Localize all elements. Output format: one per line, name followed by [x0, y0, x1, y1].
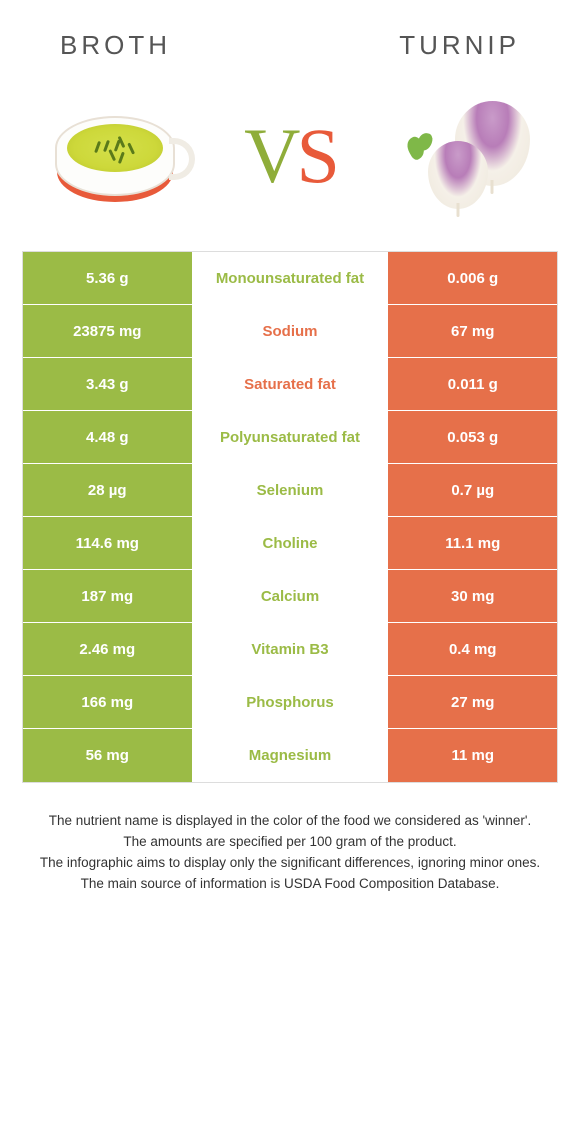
vs-s-letter: S — [296, 112, 335, 199]
right-value-cell: 67 mg — [387, 305, 557, 357]
table-row: 56 mgMagnesium11 mg — [23, 729, 557, 782]
left-value-cell: 3.43 g — [23, 358, 193, 410]
footer-note-line: The infographic aims to display only the… — [30, 853, 550, 874]
nutrient-label-cell: Phosphorus — [193, 676, 388, 728]
table-row: 28 µgSelenium0.7 µg — [23, 464, 557, 517]
left-value-cell: 166 mg — [23, 676, 193, 728]
footer-note-line: The nutrient name is displayed in the co… — [30, 811, 550, 832]
table-row: 166 mgPhosphorus27 mg — [23, 676, 557, 729]
nutrient-label-cell: Selenium — [193, 464, 388, 516]
table-row: 3.43 gSaturated fat0.011 g — [23, 358, 557, 411]
right-value-cell: 11.1 mg — [387, 517, 557, 569]
footer-notes: The nutrient name is displayed in the co… — [30, 811, 550, 895]
broth-cup-icon — [55, 116, 175, 196]
nutrient-label-cell: Monounsaturated fat — [193, 252, 388, 304]
comparison-table: 5.36 gMonounsaturated fat0.006 g23875 mg… — [22, 251, 558, 783]
right-value-cell: 0.011 g — [387, 358, 557, 410]
broth-herbs-icon — [85, 132, 145, 162]
nutrient-label-cell: Choline — [193, 517, 388, 569]
table-row: 4.48 gPolyunsaturated fat0.053 g — [23, 411, 557, 464]
nutrient-label-cell: Vitamin B3 — [193, 623, 388, 675]
hero-row: VS — [0, 71, 580, 251]
left-value-cell: 187 mg — [23, 570, 193, 622]
nutrient-label-cell: Polyunsaturated fat — [193, 411, 388, 463]
vs-label: VS — [244, 111, 336, 201]
right-value-cell: 0.053 g — [387, 411, 557, 463]
table-row: 187 mgCalcium30 mg — [23, 570, 557, 623]
turnip-image — [390, 91, 540, 221]
vs-v-letter: V — [244, 112, 296, 199]
left-value-cell: 114.6 mg — [23, 517, 193, 569]
nutrient-label-cell: Magnesium — [193, 729, 388, 782]
left-value-cell: 23875 mg — [23, 305, 193, 357]
right-value-cell: 27 mg — [387, 676, 557, 728]
left-value-cell: 5.36 g — [23, 252, 193, 304]
turnip-icon — [390, 91, 540, 221]
header: Broth Turnip — [0, 0, 580, 71]
table-row: 2.46 mgVitamin B30.4 mg — [23, 623, 557, 676]
right-value-cell: 0.006 g — [387, 252, 557, 304]
nutrient-label-cell: Sodium — [193, 305, 388, 357]
nutrient-label-cell: Saturated fat — [193, 358, 388, 410]
table-row: 5.36 gMonounsaturated fat0.006 g — [23, 252, 557, 305]
broth-image — [40, 91, 190, 221]
right-food-title: Turnip — [399, 30, 520, 61]
footer-note-line: The main source of information is USDA F… — [30, 874, 550, 895]
left-value-cell: 56 mg — [23, 729, 193, 782]
right-value-cell: 0.7 µg — [387, 464, 557, 516]
nutrient-label-cell: Calcium — [193, 570, 388, 622]
left-food-title: Broth — [60, 30, 171, 61]
left-value-cell: 2.46 mg — [23, 623, 193, 675]
left-value-cell: 4.48 g — [23, 411, 193, 463]
footer-note-line: The amounts are specified per 100 gram o… — [30, 832, 550, 853]
table-row: 23875 mgSodium67 mg — [23, 305, 557, 358]
right-value-cell: 30 mg — [387, 570, 557, 622]
table-row: 114.6 mgCholine11.1 mg — [23, 517, 557, 570]
right-value-cell: 11 mg — [387, 729, 557, 782]
left-value-cell: 28 µg — [23, 464, 193, 516]
right-value-cell: 0.4 mg — [387, 623, 557, 675]
